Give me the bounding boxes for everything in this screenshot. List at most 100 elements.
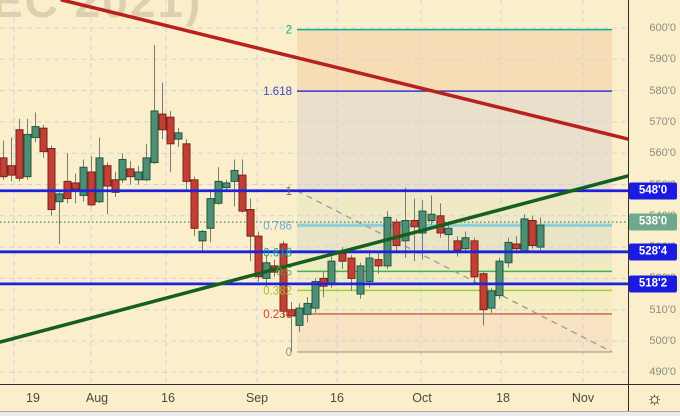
time-axis-label: Sep bbox=[245, 391, 269, 405]
time-axis-label: 16 bbox=[161, 391, 175, 405]
candle-body bbox=[150, 110, 159, 164]
candle-body bbox=[356, 265, 365, 295]
price-axis-label: 590'0 bbox=[649, 53, 676, 66]
candle-body bbox=[470, 240, 479, 278]
fib-band bbox=[297, 29, 612, 92]
candle-body bbox=[31, 126, 40, 139]
price-badge-528'4: 528'4 bbox=[629, 243, 677, 261]
fib-level-label-0.786: 0.786 bbox=[263, 220, 292, 232]
candle-body bbox=[365, 257, 374, 283]
fib-level-label-0.5: 0.5 bbox=[276, 266, 292, 278]
candle-body bbox=[254, 235, 263, 278]
time-axis-label: 16 bbox=[330, 391, 344, 405]
candle-body bbox=[214, 180, 223, 204]
axis-settings-cell: ☼ bbox=[629, 385, 680, 411]
candle-body bbox=[418, 210, 427, 234]
fib-band bbox=[297, 313, 612, 352]
time-axis-label: Oct bbox=[412, 391, 432, 405]
candle-body bbox=[246, 209, 255, 237]
candle-body bbox=[427, 213, 436, 221]
fib-band bbox=[297, 271, 612, 291]
candle-body bbox=[327, 260, 336, 286]
fib-level-label-0.382: 0.382 bbox=[263, 285, 292, 297]
candle-body bbox=[0, 157, 8, 178]
fib-level-label-1: 1 bbox=[286, 186, 292, 198]
price-axis-label: 490'0 bbox=[649, 366, 676, 379]
candle-body bbox=[134, 171, 143, 181]
price-axis-label: 580'0 bbox=[649, 84, 676, 97]
candle-body bbox=[7, 165, 16, 176]
fib-level-label-0.236: 0.236 bbox=[263, 309, 292, 321]
time-axis-label: Nov bbox=[571, 391, 595, 405]
candle-body bbox=[230, 169, 239, 182]
time-axis-separator bbox=[0, 384, 680, 385]
price-badge-538'0: 538'0 bbox=[629, 213, 677, 231]
time-axis-label: 19 bbox=[26, 391, 40, 405]
candle-body bbox=[374, 259, 383, 267]
fib-band bbox=[297, 290, 612, 314]
candle-body bbox=[111, 179, 120, 193]
candle-body bbox=[158, 113, 167, 131]
time-axis-label: 18 bbox=[496, 391, 510, 405]
candle-body bbox=[23, 133, 32, 178]
price-axis-label: 570'0 bbox=[649, 115, 676, 128]
candle-body bbox=[401, 219, 410, 242]
candle-body bbox=[338, 252, 347, 262]
fib-anchor-dashed-line[interactable] bbox=[296, 190, 613, 353]
candle-body bbox=[95, 157, 104, 203]
fib-band bbox=[297, 252, 612, 272]
chart-canvas[interactable]: EC 2021) 0 0.236 0.382 0.5 0.618 0.786 1 1.618 2 bbox=[0, 0, 628, 384]
candle-body bbox=[444, 227, 453, 236]
candle-body bbox=[15, 129, 24, 179]
settings-gear-icon[interactable]: ☼ bbox=[646, 388, 663, 408]
candle-body bbox=[79, 166, 88, 196]
candle-body bbox=[536, 224, 545, 248]
candle-body bbox=[182, 143, 191, 182]
candle-body bbox=[39, 127, 48, 153]
candle-body bbox=[303, 302, 312, 315]
candlestick-chart: 0 0.236 0.382 0.5 0.618 0.786 1 1.618 2 bbox=[0, 0, 628, 384]
candle-body bbox=[47, 148, 56, 211]
price-axis-label: 500'0 bbox=[649, 335, 676, 347]
candle-body bbox=[479, 273, 488, 311]
candle-body bbox=[528, 219, 537, 247]
candle-body bbox=[512, 243, 521, 250]
candle-body bbox=[190, 179, 199, 229]
candle-body bbox=[166, 116, 175, 145]
candle-body bbox=[142, 157, 151, 181]
candle-body bbox=[410, 219, 419, 228]
candle-body bbox=[222, 182, 231, 189]
candle-body bbox=[453, 240, 462, 251]
candle-body bbox=[520, 218, 529, 253]
price-axis-separator bbox=[628, 0, 629, 411]
price-axis[interactable]: 600'0590'0580'0570'0560'0550'0540'0530'0… bbox=[629, 0, 680, 384]
candle-body bbox=[118, 158, 127, 181]
price-axis-label: 560'0 bbox=[649, 147, 676, 160]
trendline-ascending-support[interactable] bbox=[0, 174, 628, 344]
candle-body bbox=[279, 243, 288, 312]
price-axis-label: 510'0 bbox=[649, 303, 676, 316]
fib-band bbox=[297, 91, 612, 191]
candle-body bbox=[71, 182, 80, 190]
time-axis[interactable]: 19 Aug 16 Sep 16 Oct 18 Nov bbox=[0, 385, 628, 411]
time-axis-label: Aug bbox=[85, 391, 109, 405]
candle-body bbox=[347, 257, 356, 279]
candle-body bbox=[206, 198, 215, 229]
candle-body bbox=[126, 168, 135, 178]
trendline-descending-resistance[interactable] bbox=[60, 0, 628, 141]
candle-body bbox=[461, 237, 470, 250]
candle-body bbox=[319, 277, 328, 287]
candle-body bbox=[495, 260, 504, 297]
fib-level-label-2: 2 bbox=[286, 25, 292, 37]
fib-band bbox=[297, 190, 612, 226]
candle-body bbox=[487, 290, 496, 309]
candle-body bbox=[287, 309, 296, 317]
fib-level-label-0.618: 0.618 bbox=[263, 247, 292, 259]
candle-body bbox=[174, 132, 183, 140]
price-badge-518'2: 518'2 bbox=[629, 275, 677, 293]
price-axis-label: 600'0 bbox=[649, 22, 676, 34]
candle-body bbox=[311, 281, 320, 309]
window-edge-strip bbox=[0, 411, 680, 416]
price-badge-548'0: 548'0 bbox=[629, 182, 677, 200]
